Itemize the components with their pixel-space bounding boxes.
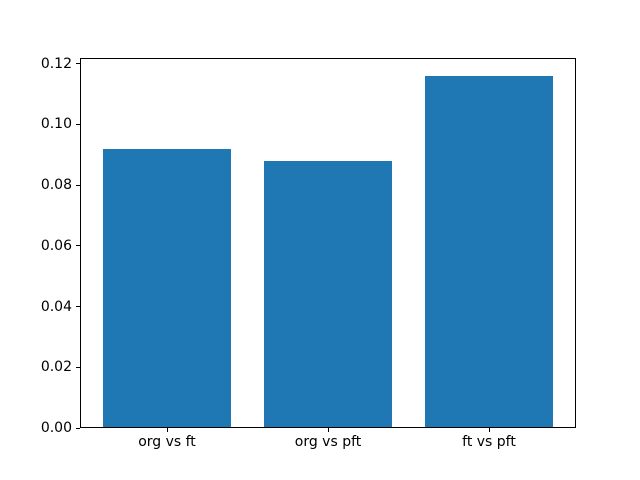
x-tick-label: org vs ft [138, 434, 196, 450]
bar-ft-vs-pft [424, 75, 554, 427]
y-tick-mark [76, 245, 80, 247]
y-tick-mark [76, 123, 80, 125]
x-tick-label: ft vs pft [462, 434, 516, 450]
x-tick-label: org vs pft [294, 434, 362, 450]
y-tick-label: 0.00 [40, 420, 72, 436]
bar-org-vs-pft [263, 160, 393, 427]
y-tick-label: 0.12 [40, 55, 72, 72]
bar-org-vs-ft [102, 148, 232, 427]
y-tick-label: 0.06 [40, 237, 72, 254]
x-tick-mark [166, 428, 168, 432]
y-tick-mark [76, 306, 80, 307]
y-tick-label: 0.10 [40, 116, 72, 133]
y-tick-mark [76, 366, 80, 368]
x-tick-mark [327, 428, 329, 432]
x-tick-mark [488, 428, 490, 432]
y-tick-mark [76, 63, 80, 64]
y-tick-mark [76, 184, 80, 186]
y-tick-label: 0.02 [40, 359, 72, 376]
y-tick-label: 0.04 [40, 298, 72, 315]
y-tick-label: 0.08 [40, 177, 72, 193]
y-tick-mark [76, 427, 80, 429]
